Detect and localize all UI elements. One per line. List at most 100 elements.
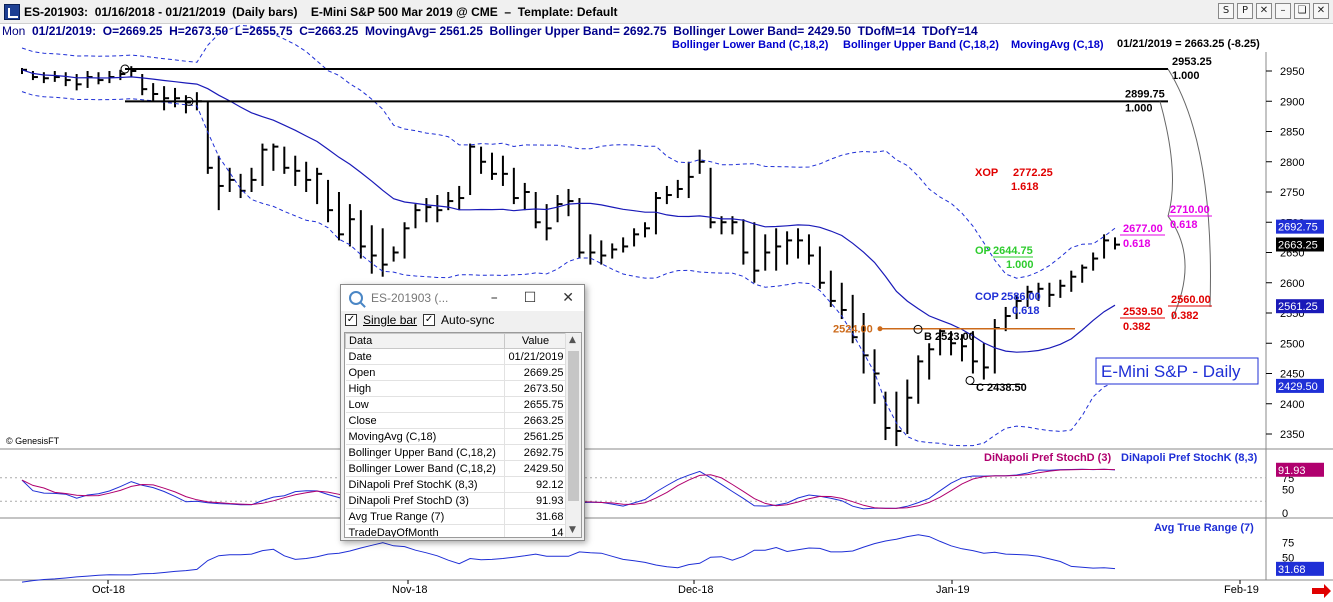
ohlc-bar [42,72,49,84]
table-row[interactable]: MovingAvg (C,18) 2561.25 [345,428,567,445]
ohlc-bar [654,192,661,235]
row-value: 01/21/2019 [504,348,567,365]
x-tick-label: Nov-18 [392,584,427,596]
s-button[interactable]: S [1218,3,1234,19]
fib-2539-ratio: 0.382 [1123,321,1151,333]
p-button[interactable]: P [1237,3,1253,19]
bollinger-upper-line [21,24,1116,279]
col-data-header[interactable]: Data [345,333,505,349]
stochd-title: DiNapoli Pref StochD (3) [984,452,1111,464]
table-row[interactable]: Low 2655.75 [345,396,567,413]
table-row[interactable]: TradeDayOfMonth 14 [345,524,567,537]
ohlc-bar [392,246,399,262]
data-table[interactable]: Data Value Date 01/21/2019 Open 2669.25 High… [344,332,582,538]
stoch-tick-0: 0 [1282,508,1288,520]
table-row[interactable]: DiNapoli Pref StochD (3) 91.93 [345,492,567,509]
table-row[interactable]: High 2673.50 [345,380,567,397]
row-label: Open [345,364,505,381]
fib-2560: 2560.00 [1171,294,1211,306]
op-value: 2644.75 [993,245,1033,257]
single-bar-label: Single bar [363,313,418,327]
pivot-marker [184,96,194,106]
y-tick-label: 2400 [1280,399,1304,411]
ohlc-bar [797,228,804,259]
price-tag [1276,299,1324,314]
close-icon[interactable]: ✕ [562,290,574,306]
ohlc-bar [523,182,530,211]
col-value-header[interactable]: Value [504,333,567,349]
scroll-up-icon[interactable]: ▲ [569,335,576,345]
close-chart-button[interactable]: ✕ [1256,3,1272,19]
atr-title: Avg True Range (7) [1154,522,1254,534]
close-button[interactable]: ✕ [1313,3,1329,19]
ohlc-bar [1103,234,1110,259]
ohlc-bar [589,234,596,265]
ohlc-bar [108,71,115,84]
table-row[interactable]: Bollinger Lower Band (C,18,2) 2429.50 [345,460,567,477]
ohlc-bar [545,204,552,241]
ohlc-bar [1092,252,1099,271]
xop-label: XOP [975,167,998,179]
bracket-curve [1159,101,1173,217]
stoch-tag [1276,462,1324,477]
bar-day: Mon [2,24,26,38]
ohlc-bar [960,334,967,362]
ohlc-bar [644,222,651,238]
price-panel [0,52,1266,448]
fib-2539: 2539.50 [1123,306,1163,318]
row-value: 92.12 [504,476,567,493]
ohlc-bar [458,185,465,211]
ohlc-bar [622,237,629,253]
scroll-thumb[interactable] [568,351,579,501]
scroll-down-icon[interactable]: ▼ [569,525,576,535]
ohlc-bar [381,228,388,277]
ohlc-bar [130,66,137,78]
row-value: 2655.75 [504,396,567,413]
data-window[interactable]: ES-201903 (... – ☐ ✕ ✓ Single bar ✓ Auto… [340,284,585,541]
ohlc-bar [53,71,60,82]
x-tick-label: Feb-19 [1224,584,1259,596]
table-row[interactable]: Date 01/21/2019 [345,348,567,365]
ohlc-bar [283,146,290,174]
row-label: TradeDayOfMonth [345,524,505,537]
data-window-options: ✓ Single bar ✓ Auto-sync [341,311,584,329]
ohlc-bar [501,155,508,186]
data-window-titlebar[interactable]: ES-201903 (... – ☐ ✕ [341,285,584,311]
cop-ratio: 0.618 [1012,305,1040,317]
table-row[interactable]: Open 2669.25 [345,364,567,381]
maximize-icon[interactable]: ☐ [523,290,537,306]
price-tag [1276,219,1324,234]
table-row[interactable]: Bollinger Upper Band (C,18,2) 2692.75 [345,444,567,461]
atr-tick-50: 50 [1282,553,1294,565]
maximize-button[interactable]: ❏ [1294,3,1310,19]
xop-value: 2772.25 [1013,167,1053,179]
scroll-right-icon[interactable] [1312,584,1331,598]
ohlc-bar [698,149,705,174]
data-table-scrollbar[interactable]: ▲ ▼ [565,333,581,537]
b-marker [913,324,923,334]
table-row[interactable]: Close 2663.25 [345,412,567,429]
atr-tag-label: 31.68 [1278,564,1306,576]
minimize-button[interactable]: – [1275,3,1291,19]
row-value: 2663.25 [504,412,567,429]
ohlc-bar [425,198,432,223]
bar-values: 01/21/2019: O=2669.25 H=2673.50 L=2655.7… [25,24,978,38]
ohlc-bar [742,219,749,265]
minimize-icon[interactable]: – [490,290,498,306]
ohlc-bar [1070,270,1077,292]
legend-ma: MovingAvg (C,18) [1011,39,1104,51]
y-tick-label: 2850 [1280,127,1304,139]
y-tick-label: 2900 [1280,96,1304,108]
table-row[interactable]: DiNapoli Pref StochK (8,3) 92.12 [345,476,567,493]
atr-tag [1276,561,1324,576]
table-row[interactable]: Avg True Range (7) 31.68 [345,508,567,525]
auto-sync-label: Auto-sync [441,313,495,327]
row-value: 2669.25 [504,364,567,381]
price-tag-label: 2692.75 [1278,222,1318,234]
single-bar-checkbox[interactable]: ✓ [345,314,357,326]
ohlc-bar [950,331,957,356]
window-buttons: S P ✕ – ❏ ✕ [1218,3,1329,19]
auto-sync-checkbox[interactable]: ✓ [423,314,436,326]
